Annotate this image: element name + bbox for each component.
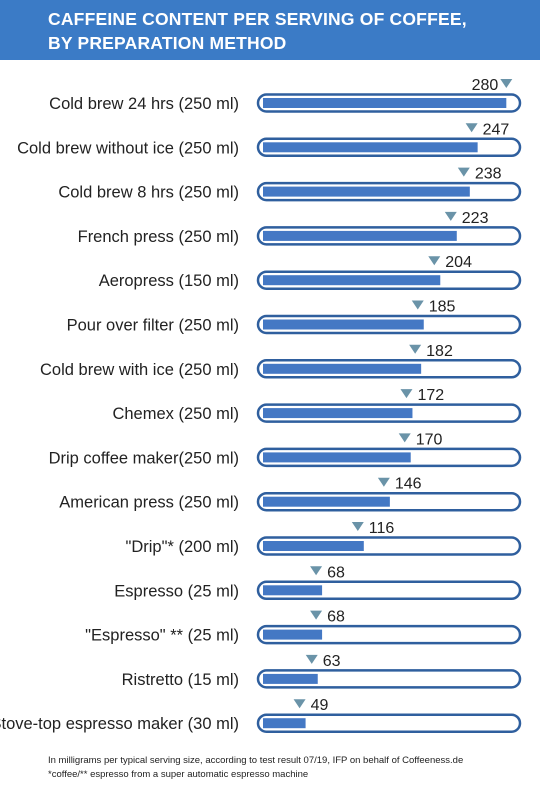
bar xyxy=(263,629,323,640)
category-label: Drip coffee maker(250 ml) xyxy=(49,449,239,467)
value-marker xyxy=(411,300,424,310)
value-label: 185 xyxy=(429,299,456,316)
value-marker xyxy=(444,211,457,221)
bar-track xyxy=(256,713,522,733)
bar xyxy=(263,673,318,684)
category-label: Chemex (250 ml) xyxy=(112,405,239,423)
value-marker xyxy=(409,344,422,354)
category-label: Stove-top espresso maker (30 ml) xyxy=(0,715,239,733)
value-label: 63 xyxy=(323,653,341,670)
value-label: 170 xyxy=(416,431,443,448)
bar-track xyxy=(256,624,522,645)
value-marker xyxy=(457,167,470,177)
bar-track xyxy=(256,580,522,601)
bar xyxy=(263,142,478,153)
bar xyxy=(263,718,306,729)
category-label: Cold brew 24 hrs (250 ml) xyxy=(49,95,239,113)
bar xyxy=(263,496,390,507)
value-marker xyxy=(310,610,323,620)
footnote-asterisk: *coffee/** espresso from a super automat… xyxy=(48,769,309,780)
category-label: Cold brew without ice (250 ml) xyxy=(17,139,239,157)
value-label: 68 xyxy=(327,564,345,581)
value-label: 204 xyxy=(445,254,472,271)
bar xyxy=(263,452,411,463)
category-label: Cold brew 8 hrs (250 ml) xyxy=(58,184,239,202)
bar xyxy=(263,585,323,596)
footnote-source: In milligrams per typical serving size, … xyxy=(48,755,464,766)
value-marker xyxy=(310,566,323,576)
value-label: 116 xyxy=(369,520,395,537)
bar-track xyxy=(256,669,522,689)
value-marker xyxy=(465,123,478,133)
bar xyxy=(263,230,457,241)
value-marker xyxy=(351,522,364,531)
bar xyxy=(263,319,424,330)
chart-title-line-2: BY PREPARATION METHOD xyxy=(48,33,287,53)
bar xyxy=(263,275,441,286)
bar xyxy=(263,541,364,551)
value-marker xyxy=(428,256,441,266)
bar xyxy=(263,363,422,374)
category-label: American press (250 ml) xyxy=(59,494,239,512)
chart-title-line-1: CAFFEINE CONTENT PER SERVING OF COFFEE, xyxy=(48,9,467,29)
bar xyxy=(263,186,470,197)
value-marker xyxy=(400,389,413,399)
value-label: 247 xyxy=(483,121,510,138)
category-label: Aeropress (150 ml) xyxy=(99,272,239,290)
value-marker xyxy=(305,654,318,664)
value-marker xyxy=(293,699,306,709)
value-marker xyxy=(500,79,513,88)
title-band xyxy=(0,0,540,60)
value-label: 172 xyxy=(417,387,444,404)
category-label: Ristretto (15 ml) xyxy=(122,671,239,689)
category-label: French press (250 ml) xyxy=(78,228,239,246)
value-marker xyxy=(377,477,390,487)
bar xyxy=(263,408,413,419)
value-label: 146 xyxy=(395,476,422,493)
category-label: Cold brew with ice (250 ml) xyxy=(40,361,239,379)
value-label: 68 xyxy=(327,609,345,626)
category-label: Pour over filter (250 ml) xyxy=(67,317,239,335)
category-label: "Drip"* (200 ml) xyxy=(126,538,240,556)
bar xyxy=(263,98,507,108)
value-label: 223 xyxy=(462,210,489,227)
value-label: 182 xyxy=(426,343,453,360)
value-label: 49 xyxy=(311,697,329,714)
value-marker xyxy=(398,433,411,443)
value-label: 238 xyxy=(475,166,502,183)
category-label: Espresso (25 ml) xyxy=(114,582,239,600)
value-label: 280 xyxy=(472,77,499,94)
category-label: "Espresso" ** (25 ml) xyxy=(85,627,239,645)
